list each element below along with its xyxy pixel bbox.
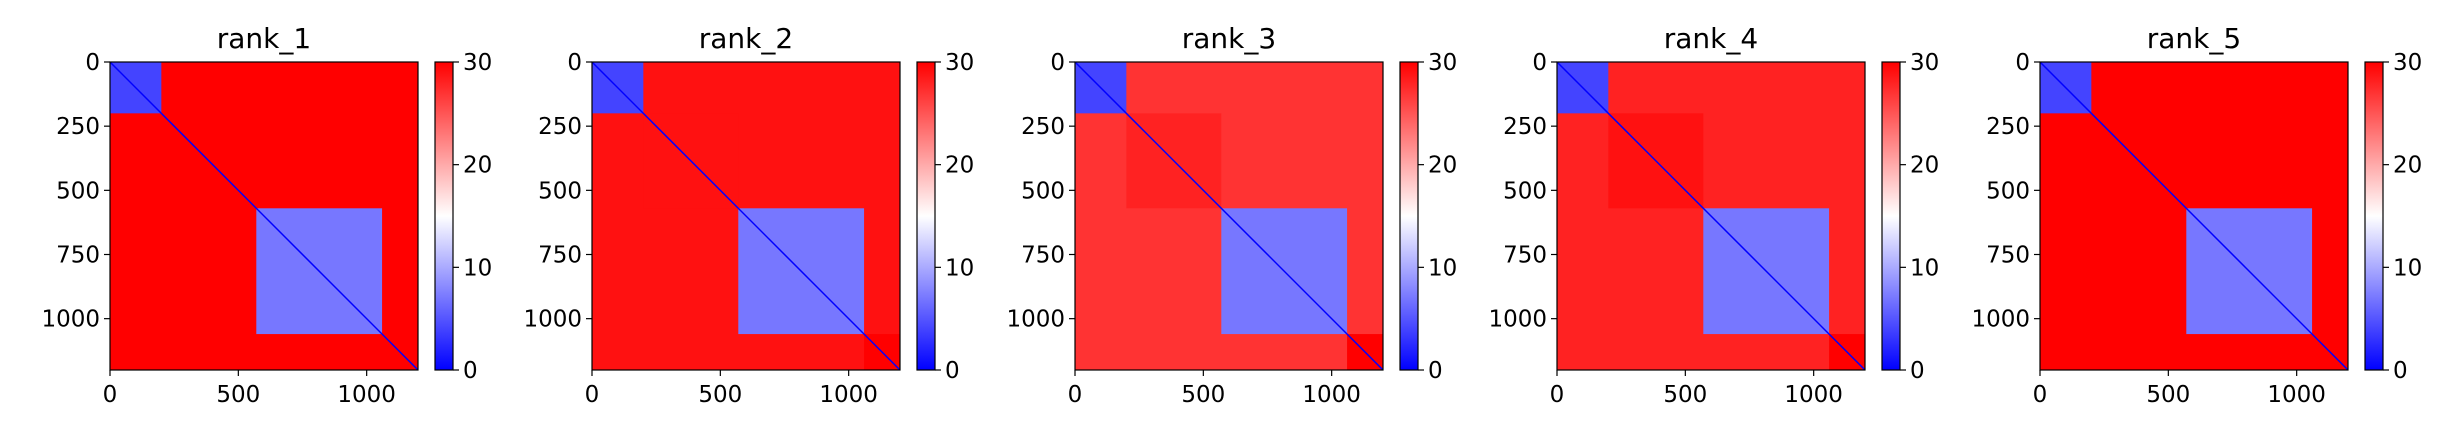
- axes-frame: [109, 61, 419, 371]
- y-tick-label: 750: [1986, 243, 2030, 269]
- x-tick-label: 500: [216, 382, 260, 408]
- axes-frame: [591, 61, 901, 371]
- colorbar-tick-label: 10: [945, 255, 974, 281]
- heatmap-panel-4: rank_4 0 250 500 750 1000 0 500 1000 0 10 20 30: [1488, 22, 1939, 408]
- heatmap-panel-2: rank_2 0 250 500 750 1000 0 500 1000 0 10 20 30: [523, 22, 974, 408]
- y-tick-label: 1000: [1971, 307, 2030, 333]
- heatmap-diagonal: [2039, 61, 2349, 371]
- y-tick-label: 750: [56, 243, 100, 269]
- colorbar-tick-label: 20: [2393, 153, 2422, 179]
- colorbar: [1881, 61, 1901, 371]
- panel-title: rank_5: [2147, 22, 2241, 55]
- y-tick-label: 1000: [1006, 307, 1065, 333]
- y-tick-label: 250: [56, 114, 100, 140]
- colorbar-tick-label: 20: [945, 153, 974, 179]
- y-tick-label: 0: [1532, 50, 1547, 76]
- colorbar-tick-label: 10: [1910, 255, 1939, 281]
- colorbar-tick-label: 20: [1910, 153, 1939, 179]
- colorbar-tick-label: 20: [463, 153, 492, 179]
- colorbar-tick-label: 0: [945, 358, 960, 384]
- colorbar-tick-label: 0: [463, 358, 478, 384]
- x-tick-label: 0: [2033, 382, 2048, 408]
- x-tick-label: 1000: [1302, 382, 1361, 408]
- panel-title: rank_4: [1664, 22, 1758, 55]
- x-tick-label: 0: [103, 382, 118, 408]
- heatmap-diagonal: [1556, 61, 1866, 371]
- colorbar-tick-label: 10: [463, 255, 492, 281]
- colorbar-tick-label: 30: [2393, 50, 2422, 76]
- x-tick-label: 0: [585, 382, 600, 408]
- heatmap-diagonal: [109, 61, 419, 371]
- colorbar: [434, 61, 454, 371]
- colorbar-tick-label: 0: [2393, 358, 2408, 384]
- x-tick-label: 0: [1550, 382, 1565, 408]
- colorbar-tick-label: 20: [1428, 153, 1457, 179]
- y-tick-label: 0: [85, 50, 100, 76]
- x-tick-label: 1000: [2267, 382, 2326, 408]
- colorbar: [1399, 61, 1419, 371]
- heatmap-panel-1: rank_1 0 250 500 750 1000 0 500 1000 0 10 20 30: [41, 22, 492, 408]
- y-tick-label: 250: [1986, 114, 2030, 140]
- axes-frame: [1074, 61, 1384, 371]
- colorbar-tick-label: 30: [945, 50, 974, 76]
- axes-frame: [2039, 61, 2349, 371]
- y-tick-label: 500: [56, 178, 100, 204]
- x-tick-label: 1000: [819, 382, 878, 408]
- axes-frame: [1556, 61, 1866, 371]
- colorbar-tick-label: 30: [1910, 50, 1939, 76]
- y-tick-label: 250: [1503, 114, 1547, 140]
- colorbar-tick-label: 10: [2393, 255, 2422, 281]
- y-tick-label: 500: [538, 178, 582, 204]
- colorbar: [2364, 61, 2384, 371]
- y-tick-label: 500: [1021, 178, 1065, 204]
- y-tick-label: 500: [1986, 178, 2030, 204]
- heatmap-diagonal: [1074, 61, 1384, 371]
- colorbar-tick-label: 30: [463, 50, 492, 76]
- y-tick-label: 500: [1503, 178, 1547, 204]
- panel-title: rank_1: [217, 22, 311, 55]
- heatmap-diagonal: [591, 61, 901, 371]
- heatmap-panel-3: rank_3 0 250 500 750 1000 0 500 1000 0 10 20 30: [1006, 22, 1457, 408]
- y-tick-label: 1000: [1488, 307, 1547, 333]
- y-tick-label: 0: [567, 50, 582, 76]
- y-tick-label: 0: [2015, 50, 2030, 76]
- y-tick-label: 750: [538, 243, 582, 269]
- y-tick-label: 1000: [523, 307, 582, 333]
- colorbar-tick-label: 0: [1910, 358, 1925, 384]
- colorbar-tick-label: 30: [1428, 50, 1457, 76]
- x-tick-label: 500: [1181, 382, 1225, 408]
- y-tick-label: 750: [1503, 243, 1547, 269]
- colorbar: [916, 61, 936, 371]
- y-tick-label: 250: [1021, 114, 1065, 140]
- panel-title: rank_2: [699, 22, 793, 55]
- x-tick-label: 500: [2146, 382, 2190, 408]
- x-tick-label: 500: [1663, 382, 1707, 408]
- heatmap-panel-5: rank_5 0 250 500 750 1000 0 500 1000 0 10 20 30: [1971, 22, 2422, 408]
- colorbar-tick-label: 10: [1428, 255, 1457, 281]
- y-tick-label: 0: [1050, 50, 1065, 76]
- colorbar-tick-label: 0: [1428, 358, 1443, 384]
- x-tick-label: 0: [1068, 382, 1083, 408]
- y-tick-label: 750: [1021, 243, 1065, 269]
- x-tick-label: 1000: [337, 382, 396, 408]
- x-tick-label: 500: [698, 382, 742, 408]
- y-tick-label: 250: [538, 114, 582, 140]
- y-tick-label: 1000: [41, 307, 100, 333]
- panel-title: rank_3: [1182, 22, 1276, 55]
- x-tick-label: 1000: [1784, 382, 1843, 408]
